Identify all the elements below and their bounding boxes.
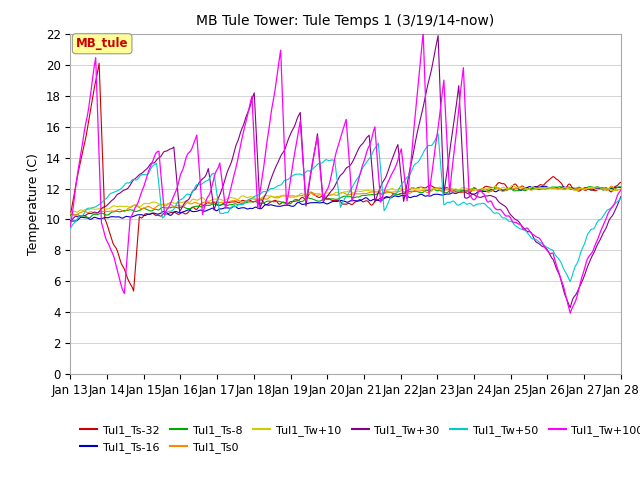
Tul1_Ts-8 [376,191,383,196]
Title: MB Tule Tower: Tule Temps 1 (3/19/14-now): MB Tule Tower: Tule Temps 1 (3/19/14-now… [196,14,495,28]
Tul1_Ts-8 [300,198,307,204]
Tul1_Tw+10 [67,211,74,216]
Tul1_Ts-16 [376,198,383,204]
Tul1_Ts-32 [240,198,248,204]
Tul1_Ts-32 [95,60,103,66]
Line: Tul1_Tw+30: Tul1_Tw+30 [70,36,621,308]
Line: Tul1_Tw+50: Tul1_Tw+50 [70,134,621,282]
Tul1_Ts-8 [586,184,594,190]
Tul1_Ts0 [239,199,246,205]
Tul1_Ts-16 [541,183,549,189]
Tul1_Ts-8 [472,186,480,192]
Tul1_Ts-32 [474,187,481,193]
Tul1_Ts-16 [69,218,77,224]
Tul1_Tw+50 [435,131,442,137]
Tul1_Tw+50 [67,226,74,231]
Tul1_Tw+10 [568,186,575,192]
Tul1_Ts-16 [472,191,480,196]
Tul1_Tw+100 [67,223,74,229]
Line: Tul1_Ts0: Tul1_Ts0 [70,186,621,215]
Tul1_Tw+30 [472,193,480,199]
Tul1_Tw+50 [569,272,577,277]
Tul1_Tw+10 [238,193,246,199]
Tul1_Ts0 [376,190,383,196]
Tul1_Ts-8 [67,212,74,217]
Tul1_Ts0 [300,193,307,199]
Tul1_Tw+100 [617,187,625,193]
Legend: Tul1_Ts-32, Tul1_Ts-16, Tul1_Ts-8, Tul1_Ts0, Tul1_Tw+10, Tul1_Tw+30, Tul1_Tw+50,: Tul1_Ts-32, Tul1_Ts-16, Tul1_Ts-8, Tul1_… [76,421,640,457]
Line: Tul1_Ts-8: Tul1_Ts-8 [70,187,621,218]
Tul1_Ts-32 [569,186,577,192]
Tul1_Ts-32 [377,195,385,201]
Tul1_Ts-32 [67,212,74,218]
Tul1_Ts-16 [300,202,307,207]
Tul1_Ts0 [67,210,74,216]
Tul1_Tw+10 [401,186,408,192]
Tul1_Ts-8 [239,200,246,206]
Tul1_Ts-16 [402,193,410,199]
Text: MB_tule: MB_tule [76,37,129,50]
Tul1_Tw+10 [299,191,307,197]
Tul1_Tw+100 [472,195,480,201]
Tul1_Tw+10 [509,182,516,188]
Tul1_Tw+100 [569,304,577,310]
Tul1_Ts0 [402,189,410,195]
Tul1_Ts0 [568,185,575,191]
Line: Tul1_Tw+10: Tul1_Tw+10 [70,185,621,214]
Line: Tul1_Ts-16: Tul1_Ts-16 [70,186,621,221]
Tul1_Tw+50 [472,202,480,207]
Tul1_Ts0 [608,183,616,189]
Tul1_Ts-32 [130,288,138,294]
Line: Tul1_Tw+100: Tul1_Tw+100 [70,32,621,313]
Tul1_Tw+50 [299,172,307,178]
Tul1_Tw+50 [401,177,408,183]
Tul1_Ts-32 [617,180,625,185]
Tul1_Ts-16 [239,205,246,211]
Tul1_Tw+30 [374,190,382,195]
Tul1_Tw+50 [566,279,574,285]
Tul1_Tw+30 [569,297,577,302]
Tul1_Tw+10 [471,187,479,192]
Tul1_Tw+10 [374,188,382,194]
Tul1_Ts-16 [67,218,74,224]
Tul1_Tw+50 [374,140,382,146]
Tul1_Ts-8 [568,187,575,192]
Tul1_Tw+30 [67,218,74,224]
Tul1_Ts0 [472,187,480,193]
Tul1_Tw+30 [435,33,442,38]
Tul1_Ts-32 [301,196,308,202]
Tul1_Ts-8 [402,190,410,196]
Tul1_Tw+100 [401,177,408,182]
Line: Tul1_Ts-32: Tul1_Ts-32 [70,63,621,291]
Tul1_Tw+50 [238,202,246,207]
Tul1_Tw+30 [401,193,408,199]
Tul1_Tw+100 [374,170,382,176]
Tul1_Tw+100 [566,310,574,316]
Tul1_Tw+30 [566,305,574,311]
Tul1_Tw+10 [617,186,625,192]
Tul1_Tw+100 [238,137,246,143]
Tul1_Ts-8 [85,215,93,221]
Tul1_Ts0 [71,212,79,218]
Tul1_Ts-32 [403,188,411,194]
Tul1_Tw+30 [617,194,625,200]
Tul1_Tw+50 [617,195,625,201]
Tul1_Ts-16 [569,185,577,191]
Tul1_Tw+100 [299,152,307,157]
Tul1_Ts0 [617,187,625,192]
Tul1_Ts-16 [617,184,625,190]
Tul1_Tw+100 [419,29,427,35]
Tul1_Tw+30 [299,147,307,153]
Tul1_Ts-8 [617,184,625,190]
Y-axis label: Temperature (C): Temperature (C) [27,153,40,255]
Tul1_Tw+30 [238,126,246,132]
